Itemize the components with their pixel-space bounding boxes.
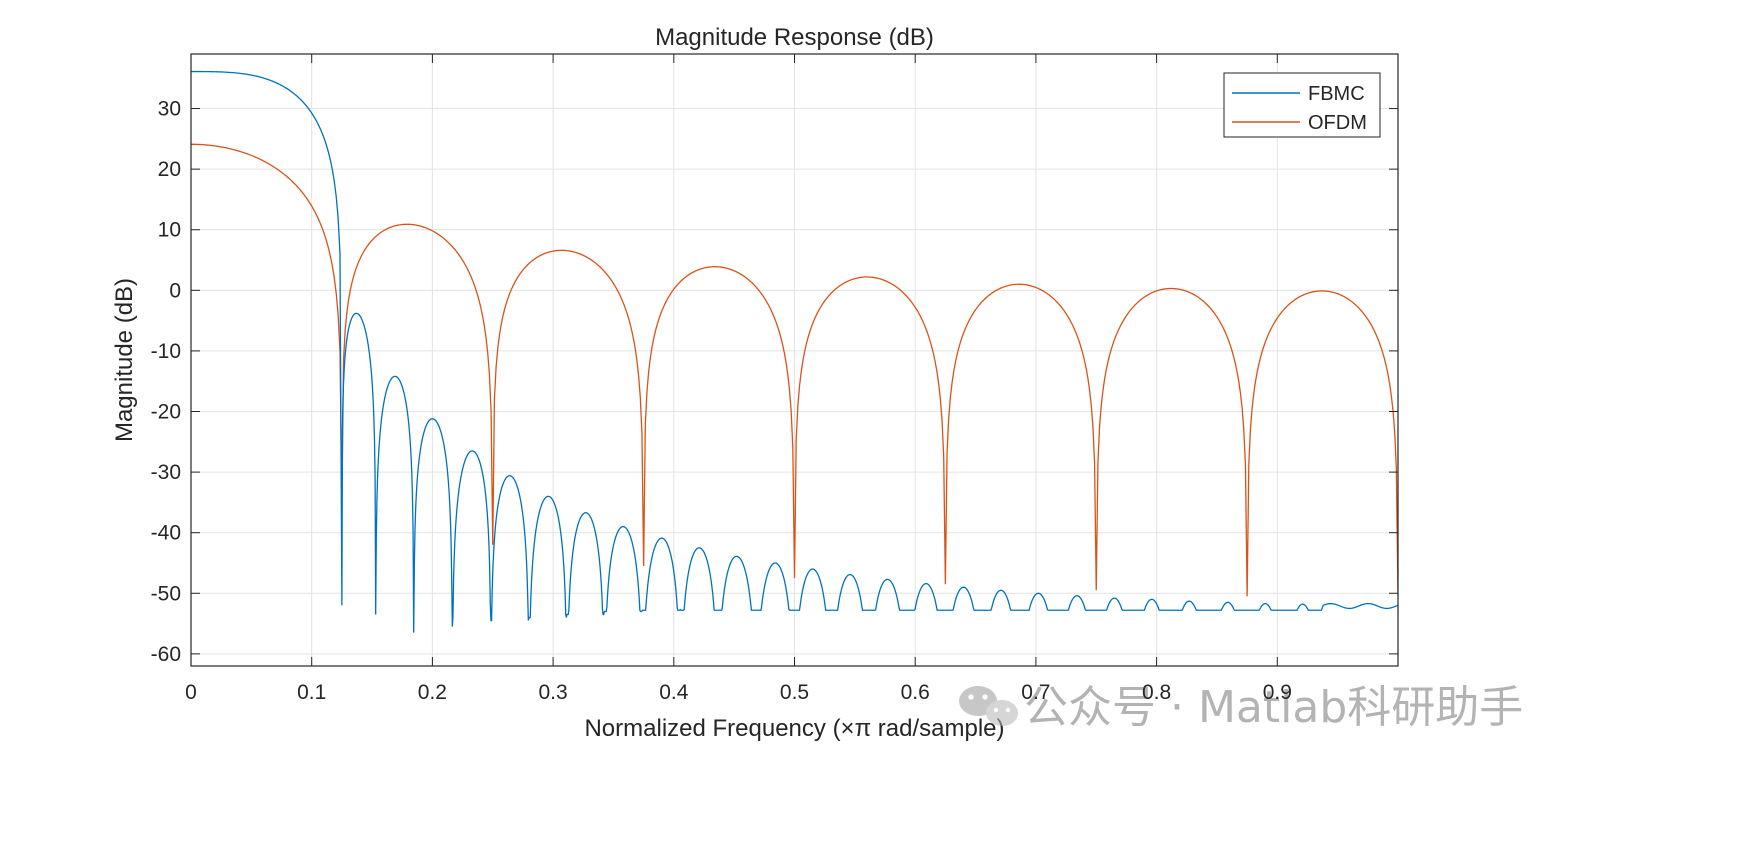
fbmc-series-line (191, 70, 1398, 633)
plot-area (190, 53, 1399, 667)
y-tick-label: -20 (151, 401, 181, 424)
x-tick-label: 0.8 (1142, 681, 1171, 704)
legend-box (1223, 72, 1381, 138)
x-tick-label: 0.1 (297, 681, 326, 704)
x-tick-label: 0.2 (418, 681, 447, 704)
y-tick-label: 10 (158, 219, 181, 242)
chart-title: Magnitude Response (dB) (655, 24, 934, 51)
x-axis-title: Normalized Frequency (×π rad/sample) (584, 715, 1004, 742)
grid-lines (190, 54, 1398, 666)
x-tick-label: 0.4 (659, 681, 689, 704)
y-tick-label: -40 (151, 522, 181, 545)
y-tick-label: -50 (151, 582, 181, 605)
y-tick-label: -60 (151, 643, 181, 666)
ofdm-series-line (191, 143, 1398, 597)
y-tick-label: 30 (158, 98, 181, 121)
x-tick-label: 0.3 (538, 681, 567, 704)
legend: FBMC OFDM (1223, 72, 1381, 138)
y-axis-title: Magnitude (dB) (111, 278, 138, 442)
y-tick-label: 0 (169, 279, 181, 302)
x-tick-label: 0.7 (1021, 681, 1050, 704)
watermark: 公众号 · Matlab科研助手 (959, 682, 1523, 733)
x-tick-label: 0.9 (1263, 681, 1292, 704)
watermark-text: 公众号 · Matlab科研助手 (1024, 682, 1523, 733)
x-tick-label: 0.5 (780, 681, 809, 704)
x-tick-label: 0.6 (901, 681, 930, 704)
legend-label-ofdm: OFDM (1308, 112, 1367, 134)
axis-ticks (190, 54, 1398, 666)
y-tick-label: -10 (151, 340, 181, 363)
y-tick-label: 20 (158, 158, 181, 181)
series-lines (191, 70, 1398, 633)
legend-label-fbmc: FBMC (1308, 83, 1365, 105)
x-tick-label: 0 (185, 681, 197, 704)
wechat-icon (959, 686, 1018, 726)
y-tick-label: -30 (151, 461, 181, 484)
